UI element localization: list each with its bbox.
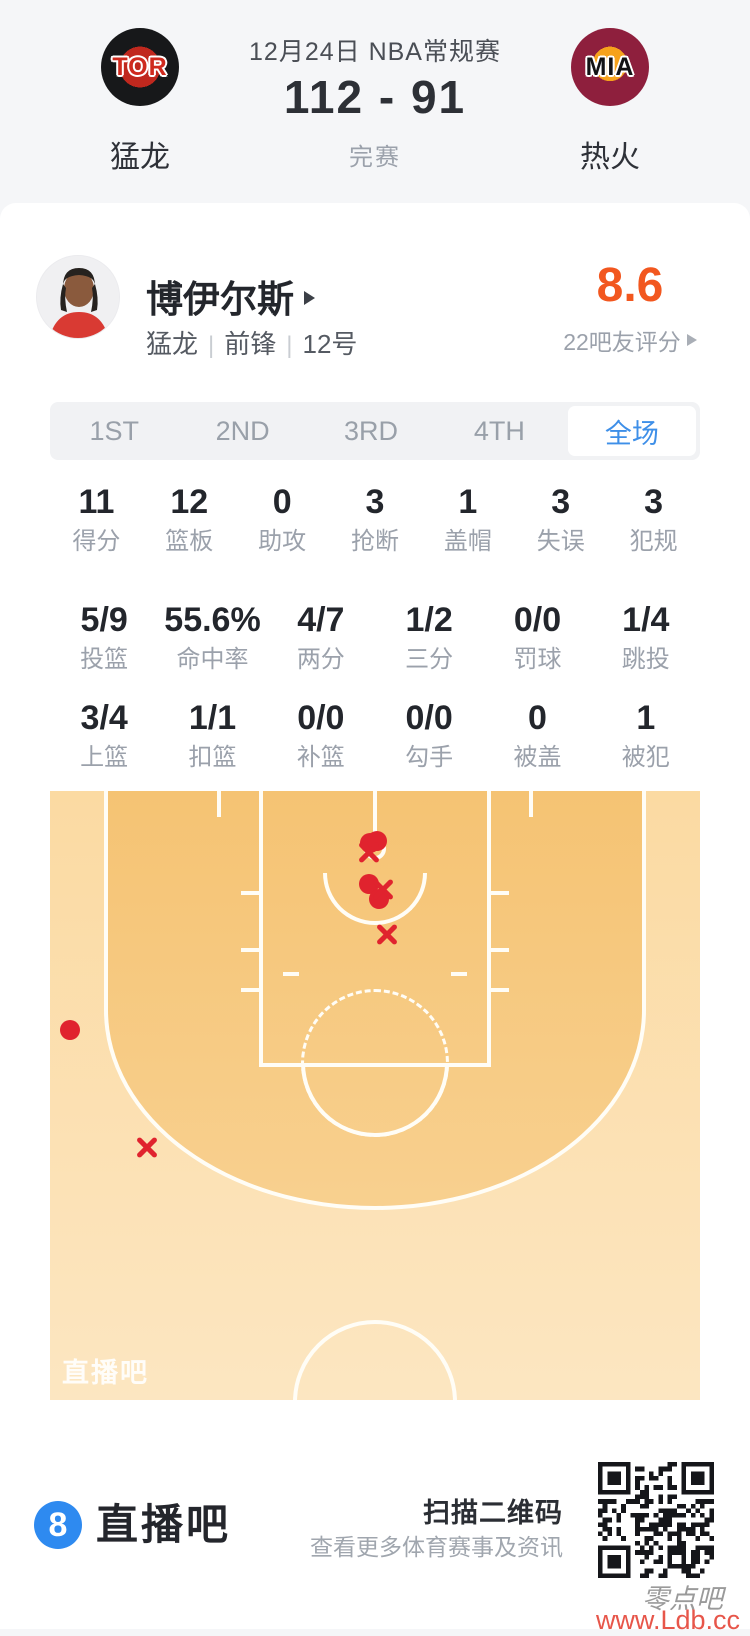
match-header: TOR MIA 12月24日 NBA常规赛 112 - 91 完赛 猛龙 热火 (0, 0, 750, 203)
match-date: 12月24日 NBA常规赛 (249, 38, 501, 66)
stat-cell: 1/4 跳投 (621, 601, 670, 673)
lane-hash (241, 891, 259, 895)
stat-cell: 55.6% 命中率 (164, 601, 261, 673)
player-avatar-image (37, 256, 119, 338)
raptors-logo: TOR (101, 28, 179, 106)
stat-cell: 0 助攻 (258, 483, 307, 555)
missed-shot-marker (374, 921, 400, 947)
player-meta: 猛龙 | 前锋 | 12号 (146, 329, 358, 359)
stat-cell: 3/4 上篮 (80, 699, 129, 771)
baseline-tick-left (217, 791, 221, 817)
shot-markers (50, 791, 700, 1400)
qr-code (598, 1462, 714, 1578)
away-team-name: 热火 (580, 141, 640, 174)
stat-row-shot-types: 3/4 上篮 1/1 扣篮 0/0 补篮 0/0 勾手 0 被盖 (50, 698, 700, 775)
chevron-right-icon (304, 290, 315, 305)
player-stats-card: 博伊尔斯 猛龙 | 前锋 | 12号 8.6 22吧友评分 1ST 2ND 3RD 4T… (0, 203, 750, 1635)
stat-cell: 3 犯规 (629, 483, 678, 555)
zhibo8-logo-icon: 8 (34, 1501, 82, 1549)
qr-caption: 扫描二维码 查看更多体育赛事及资讯 (243, 1497, 563, 1561)
stat-cell: 3 抢断 (351, 483, 399, 555)
rating-value: 8.6 (596, 259, 664, 312)
zhibo8-logo-text: 直播吧 (96, 1501, 232, 1548)
baseline-tick-right (529, 791, 533, 817)
rating-label[interactable]: 22吧友评分 (550, 323, 710, 357)
stat-cell: 3 失误 (536, 483, 585, 555)
missed-shot-marker (134, 1134, 160, 1160)
stat-cell: 1/2 三分 (405, 601, 454, 673)
elbow-tick (283, 972, 299, 976)
stat-cell: 1/1 扣篮 (188, 699, 237, 771)
heat-logo: MIA (571, 28, 649, 106)
backboard-center-line (373, 791, 377, 845)
stat-cell: 11 得分 (72, 483, 121, 555)
stat-cell: 0/0 勾手 (405, 699, 454, 771)
stat-cell: 5/9 投篮 (80, 601, 129, 673)
stat-cell: 4/7 两分 (296, 601, 345, 673)
site-watermark-url: www.Ldb.cc (595, 1605, 740, 1635)
missed-shot-marker (370, 876, 396, 902)
shot-chart-court: 直播吧 (50, 791, 700, 1400)
tab-item[interactable]: 2ND (215, 415, 270, 446)
missed-shot-marker (356, 839, 382, 865)
rating-box[interactable]: 8.6 22吧友评分 (550, 261, 710, 357)
stat-cell: 12 篮板 (165, 483, 214, 555)
qr-title: 扫描二维码 (423, 1498, 563, 1528)
quarter-tabs: 1ST 2ND 3RD 4TH 全场 (50, 402, 700, 460)
lane-hash (491, 891, 509, 895)
stat-cell: 1 盖帽 (443, 483, 492, 555)
stat-row-basic: 11 得分 12 篮板 0 助攻 3 抢断 1 盖帽 (50, 482, 700, 559)
match-status: 完赛 (349, 144, 401, 171)
raptors-logo-text: TOR (112, 52, 168, 81)
made-shot-marker (60, 1020, 80, 1040)
stat-row-shooting: 5/9 投篮 55.6% 命中率 4/7 两分 1/2 三分 0/0 罚球 (50, 600, 700, 677)
chevron-right-icon (686, 334, 697, 346)
tab-item[interactable]: 3RD (344, 415, 399, 446)
lane-hash (491, 988, 509, 992)
stat-cell: 1 被犯 (621, 699, 670, 771)
elbow-tick (451, 972, 467, 976)
match-score: 112 - 91 (283, 71, 467, 123)
qr-subtitle: 查看更多体育赛事及资讯 (310, 1534, 563, 1560)
stat-cell: 0 被盖 (513, 699, 562, 771)
tab-item[interactable]: 全场 (567, 406, 697, 456)
tab-item[interactable]: 4TH (473, 415, 525, 446)
tab-item[interactable]: 1ST (89, 415, 139, 446)
court-watermark: 直播吧 (62, 1358, 149, 1388)
stat-cell: 0/0 补篮 (296, 699, 345, 771)
lane-hash (241, 948, 259, 952)
stat-cell: 0/0 罚球 (513, 601, 562, 673)
player-name[interactable]: 博伊尔斯 (146, 269, 315, 323)
player-avatar (36, 255, 120, 339)
site-watermark-name: 零点吧 (642, 1584, 723, 1615)
lane-hash (241, 988, 259, 992)
heat-logo-text: MIA (585, 52, 635, 81)
lane-hash (491, 948, 509, 952)
home-team-name: 猛龙 (110, 141, 170, 174)
